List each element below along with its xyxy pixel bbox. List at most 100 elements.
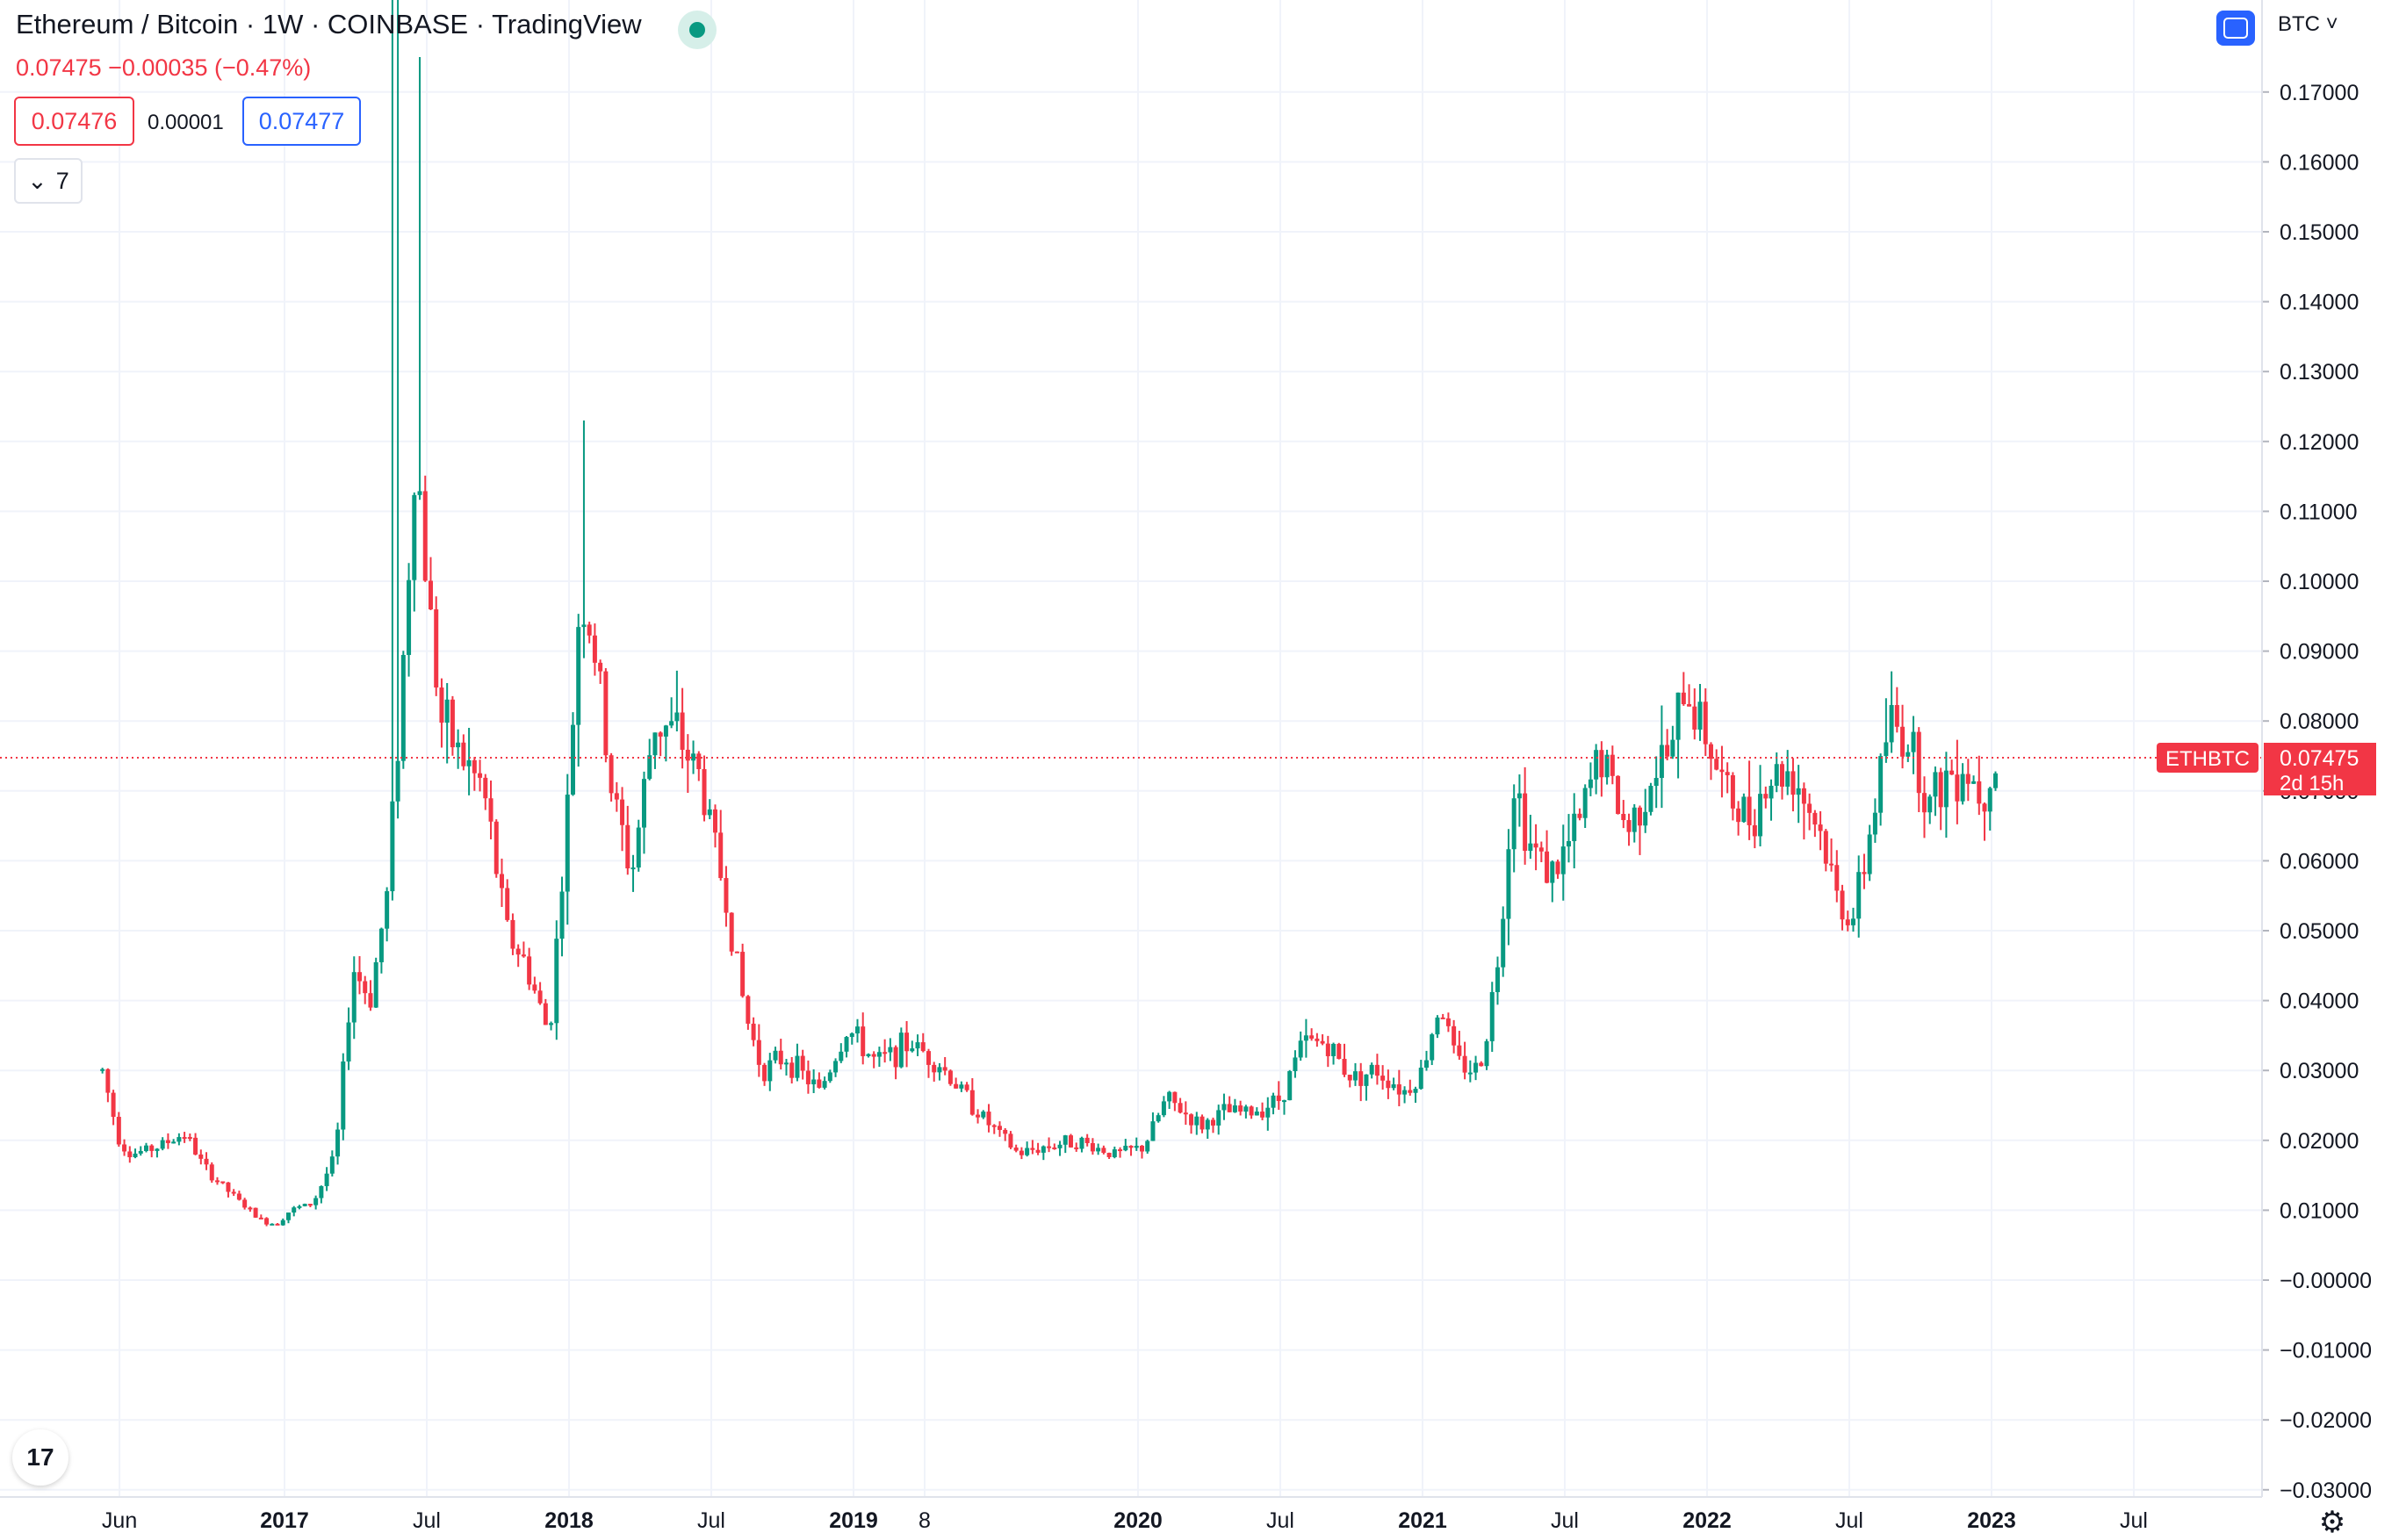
candle-down bbox=[1538, 847, 1544, 852]
candle-down bbox=[127, 1151, 133, 1158]
candle-up bbox=[155, 1148, 160, 1151]
x-tick-label: 2022 bbox=[1682, 1508, 1732, 1533]
y-tick-label: 0.06000 bbox=[2280, 849, 2359, 874]
candle-up bbox=[1205, 1119, 1210, 1130]
chart-grid bbox=[0, 0, 2262, 1497]
candle-down bbox=[817, 1079, 822, 1088]
currency-icon[interactable] bbox=[2216, 11, 2255, 46]
x-tick-label: 2023 bbox=[1967, 1508, 2016, 1533]
candle-down bbox=[307, 1204, 313, 1206]
candle-up bbox=[959, 1084, 964, 1089]
candle-up bbox=[1872, 812, 1877, 835]
candle-up bbox=[1057, 1144, 1063, 1148]
y-tick-label: 0.11000 bbox=[2280, 500, 2358, 524]
candle-up bbox=[285, 1213, 291, 1220]
market-open-icon bbox=[678, 11, 717, 49]
candle-up bbox=[1216, 1110, 1221, 1126]
y-tick-label: 0.14000 bbox=[2280, 291, 2359, 315]
chart-title: Ethereum / Bitcoin · 1W · COINBASE · Tra… bbox=[16, 9, 642, 40]
candle-up bbox=[630, 867, 636, 870]
candle-up bbox=[1933, 772, 1938, 797]
candle-up bbox=[554, 939, 559, 1024]
candle-up bbox=[292, 1207, 297, 1213]
candle-down bbox=[702, 769, 707, 816]
candle-down bbox=[1342, 1058, 1347, 1076]
candle-down bbox=[226, 1182, 231, 1192]
candle-up bbox=[1265, 1107, 1271, 1118]
candle-down bbox=[493, 821, 499, 874]
candle-up bbox=[981, 1112, 986, 1118]
candle-down bbox=[1008, 1133, 1013, 1148]
candle-up bbox=[1467, 1072, 1473, 1075]
candle-up bbox=[1566, 840, 1571, 847]
candle-down bbox=[893, 1047, 898, 1068]
currency-selector[interactable]: BTC ˅ bbox=[2278, 12, 2338, 36]
candle-down bbox=[1845, 919, 1850, 925]
tradingview-logo-icon[interactable]: 17 bbox=[12, 1429, 68, 1486]
candle-up bbox=[1063, 1135, 1068, 1145]
candle-down bbox=[1637, 807, 1642, 826]
candle-up bbox=[1221, 1104, 1227, 1111]
candle-down bbox=[1555, 861, 1560, 874]
candle-down bbox=[1139, 1145, 1144, 1152]
candle-up bbox=[663, 725, 668, 737]
candle-down bbox=[450, 699, 455, 748]
candle-up bbox=[1582, 788, 1588, 818]
candle-down bbox=[800, 1055, 805, 1071]
candle-down bbox=[926, 1051, 931, 1065]
candle-down bbox=[942, 1067, 947, 1071]
candle-down bbox=[751, 1023, 756, 1040]
candle-up bbox=[1850, 918, 1855, 925]
sell-button[interactable]: 0.07476 bbox=[14, 97, 134, 146]
candle-down bbox=[729, 912, 734, 952]
candle-up bbox=[1281, 1100, 1286, 1103]
buy-button[interactable]: 0.07477 bbox=[242, 97, 361, 146]
candle-down bbox=[712, 809, 717, 833]
candle-up bbox=[346, 1022, 351, 1062]
candle-down bbox=[696, 753, 702, 770]
candle-up bbox=[576, 627, 581, 725]
candle-up bbox=[1796, 788, 1801, 795]
candle-down bbox=[1621, 813, 1626, 821]
candle-up bbox=[1473, 1062, 1479, 1073]
candle-down bbox=[1189, 1114, 1194, 1126]
candle-down bbox=[986, 1112, 991, 1126]
candle-up bbox=[1232, 1105, 1237, 1112]
candle-up bbox=[674, 712, 680, 722]
candle-down bbox=[1479, 1062, 1484, 1067]
candle-down bbox=[592, 635, 597, 663]
indicators-collapse-button[interactable]: ⌄ 7 bbox=[14, 158, 83, 204]
candle-down bbox=[1396, 1084, 1401, 1095]
y-tick-label: 0.10000 bbox=[2280, 570, 2359, 594]
candle-down bbox=[1812, 812, 1818, 825]
candle-up bbox=[1911, 731, 1916, 752]
candle-up bbox=[641, 779, 646, 828]
candle-up bbox=[373, 961, 378, 1008]
candle-down bbox=[1047, 1146, 1052, 1148]
candle-up bbox=[833, 1061, 839, 1073]
price-change: 0.07475 −0.00035 (−0.47%) bbox=[16, 54, 312, 81]
candle-down bbox=[932, 1064, 937, 1073]
candle-up bbox=[1506, 849, 1511, 919]
candle-up bbox=[417, 491, 422, 495]
candle-down bbox=[1374, 1064, 1380, 1076]
candle-up bbox=[1670, 739, 1675, 757]
candle-down bbox=[275, 1223, 280, 1226]
candle-down bbox=[883, 1052, 888, 1054]
candle-up bbox=[1774, 764, 1779, 786]
candle-down bbox=[1200, 1116, 1205, 1130]
candle-up bbox=[783, 1062, 789, 1065]
candle-up bbox=[1632, 807, 1637, 832]
candle-up bbox=[1413, 1089, 1418, 1093]
y-tick-label: 0.16000 bbox=[2280, 150, 2359, 175]
candle-down bbox=[609, 755, 614, 794]
candle-down bbox=[236, 1193, 241, 1200]
candle-down bbox=[1829, 863, 1834, 866]
gear-icon[interactable]: ⚙ bbox=[2318, 1506, 2346, 1539]
candle-down bbox=[724, 878, 729, 913]
x-tick-label: 2021 bbox=[1398, 1508, 1447, 1533]
candle-up bbox=[1402, 1090, 1408, 1095]
candle-down bbox=[1325, 1043, 1330, 1056]
candle-down bbox=[1916, 731, 1921, 794]
